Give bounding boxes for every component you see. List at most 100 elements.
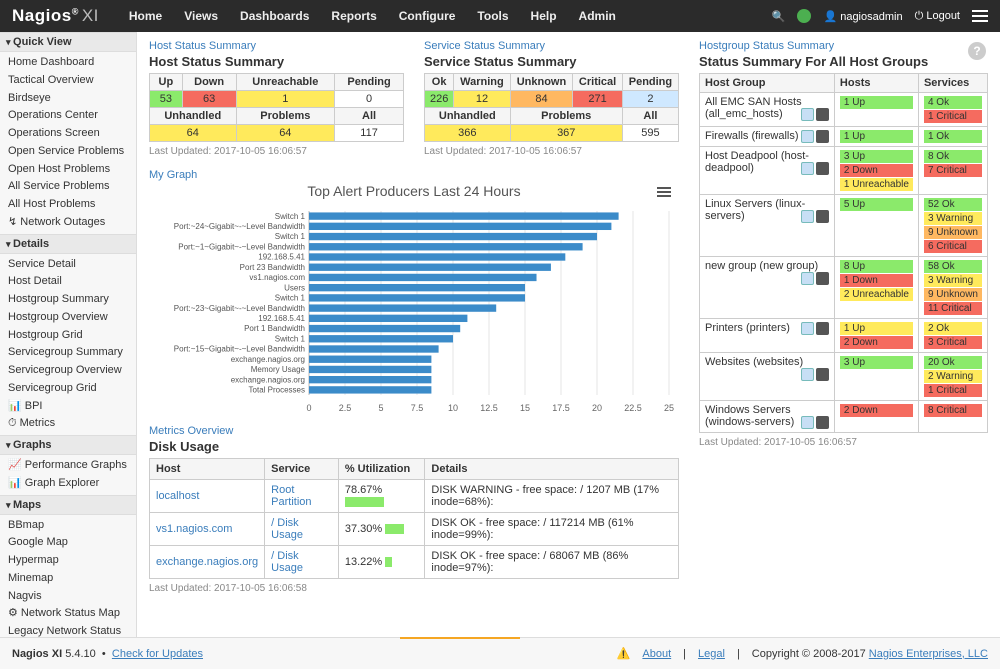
sidebar-item[interactable]: Birdseye bbox=[0, 90, 136, 108]
service-summary-link[interactable]: Service Status Summary bbox=[424, 40, 679, 52]
sidebar-item[interactable]: Nagvis bbox=[0, 588, 136, 606]
host-badge[interactable]: 1 Up bbox=[840, 130, 913, 143]
about-link[interactable]: About bbox=[642, 648, 671, 660]
nav-views[interactable]: Views bbox=[184, 9, 218, 23]
hostgroup-name[interactable]: Windows Servers (windows-servers) bbox=[700, 401, 835, 433]
host-badge[interactable]: 8 Up bbox=[840, 260, 913, 273]
service-badge[interactable]: 9 Unknown bbox=[924, 226, 982, 239]
bar[interactable] bbox=[309, 376, 431, 383]
service-badge[interactable]: 2 Warning bbox=[924, 370, 982, 383]
host-badge[interactable]: 3 Up bbox=[840, 150, 913, 163]
sidebar-item[interactable]: Host Detail bbox=[0, 273, 136, 291]
detail-icon[interactable] bbox=[816, 416, 829, 429]
sidebar-item[interactable]: Open Service Problems bbox=[0, 143, 136, 161]
company-link[interactable]: Nagios Enterprises, LLC bbox=[869, 648, 988, 660]
sidebar-item[interactable]: Hostgroup Summary bbox=[0, 291, 136, 309]
warning-icon[interactable]: ⚠️ bbox=[617, 647, 631, 660]
service-badge[interactable]: 6 Critical bbox=[924, 240, 982, 253]
bar[interactable] bbox=[309, 212, 619, 219]
bar[interactable] bbox=[309, 386, 431, 393]
logout-link[interactable]: ⏻ Logout bbox=[915, 10, 960, 23]
service-badge[interactable]: 1 Critical bbox=[924, 110, 982, 123]
nav-home[interactable]: Home bbox=[129, 9, 162, 23]
bar[interactable] bbox=[309, 243, 583, 250]
service-badge[interactable]: 3 Warning bbox=[924, 212, 982, 225]
sidebar-item[interactable]: 📈 Performance Graphs bbox=[0, 457, 136, 475]
bar[interactable] bbox=[309, 264, 551, 271]
st-cell[interactable]: 2 bbox=[622, 91, 678, 108]
service-badge[interactable]: 4 Ok bbox=[924, 96, 982, 109]
sidebar-item[interactable]: Home Dashboard bbox=[0, 54, 136, 72]
hostgroup-name[interactable]: Host Deadpool (host-deadpool) bbox=[700, 147, 835, 195]
service-badge[interactable]: 2 Ok bbox=[924, 322, 982, 335]
side-head-details[interactable]: Details bbox=[0, 234, 136, 254]
sidebar-item[interactable]: Hostgroup Grid bbox=[0, 327, 136, 345]
host-badge[interactable]: 1 Unreachable bbox=[840, 178, 913, 191]
sidebar-item[interactable]: Operations Center bbox=[0, 107, 136, 125]
sidebar-item[interactable]: 📊 Graph Explorer bbox=[0, 475, 136, 493]
bar[interactable] bbox=[309, 274, 537, 281]
logo[interactable]: Nagios®XI bbox=[12, 6, 99, 26]
detail-icon[interactable] bbox=[816, 130, 829, 143]
detail-icon[interactable] bbox=[816, 162, 829, 175]
status-ok-icon[interactable] bbox=[797, 9, 811, 23]
service-badge[interactable]: 11 Critical bbox=[924, 302, 982, 315]
sidebar-item[interactable]: Hypermap bbox=[0, 552, 136, 570]
side-head-quick-view[interactable]: Quick View bbox=[0, 32, 136, 52]
grid-icon[interactable] bbox=[801, 130, 814, 143]
hostgroup-name[interactable]: new group (new group) bbox=[700, 257, 835, 319]
detail-icon[interactable] bbox=[816, 368, 829, 381]
host-badge[interactable]: 2 Down bbox=[840, 164, 913, 177]
hostgroup-link[interactable]: Hostgroup Status Summary bbox=[699, 40, 988, 52]
nav-reports[interactable]: Reports bbox=[331, 9, 376, 23]
host-summary-link[interactable]: Host Status Summary bbox=[149, 40, 404, 52]
bar[interactable] bbox=[309, 335, 453, 342]
service-badge[interactable]: 3 Warning bbox=[924, 274, 982, 287]
detail-icon[interactable] bbox=[816, 272, 829, 285]
service-badge[interactable]: 1 Critical bbox=[924, 384, 982, 397]
detail-icon[interactable] bbox=[816, 322, 829, 335]
disk-host-link[interactable]: exchange.nagios.org bbox=[156, 556, 258, 568]
sidebar-item[interactable]: Servicegroup Summary bbox=[0, 344, 136, 362]
st-cell[interactable]: 63 bbox=[182, 91, 236, 108]
st-cell[interactable]: 12 bbox=[454, 91, 510, 108]
host-badge[interactable]: 1 Down bbox=[840, 274, 913, 287]
bar[interactable] bbox=[309, 253, 565, 260]
legal-link[interactable]: Legal bbox=[698, 648, 725, 660]
service-badge[interactable]: 8 Ok bbox=[924, 150, 982, 163]
bar[interactable] bbox=[309, 366, 431, 373]
bar[interactable] bbox=[309, 315, 467, 322]
st-cell[interactable]: 84 bbox=[510, 91, 573, 108]
nav-tools[interactable]: Tools bbox=[477, 9, 508, 23]
hostgroup-name[interactable]: Firewalls (firewalls) bbox=[700, 127, 835, 147]
st-cell[interactable]: 1 bbox=[236, 91, 335, 108]
sidebar-item[interactable]: ⏱ Metrics bbox=[0, 415, 136, 433]
hostgroup-name[interactable]: Printers (printers) bbox=[700, 319, 835, 353]
host-badge[interactable]: 2 Unreachable bbox=[840, 288, 913, 301]
sidebar-item[interactable]: All Service Problems bbox=[0, 178, 136, 196]
host-badge[interactable]: 3 Up bbox=[840, 356, 913, 369]
grid-icon[interactable] bbox=[801, 108, 814, 121]
nav-configure[interactable]: Configure bbox=[399, 9, 456, 23]
service-badge[interactable]: 1 Ok bbox=[924, 130, 982, 143]
service-badge[interactable]: 9 Unknown bbox=[924, 288, 982, 301]
chart-menu-icon[interactable] bbox=[657, 185, 671, 199]
grid-icon[interactable] bbox=[801, 272, 814, 285]
sidebar-item[interactable]: Google Map bbox=[0, 534, 136, 552]
st-cell[interactable]: 0 bbox=[335, 91, 404, 108]
grid-icon[interactable] bbox=[801, 210, 814, 223]
sidebar-item[interactable]: All Host Problems bbox=[0, 196, 136, 214]
detail-icon[interactable] bbox=[816, 108, 829, 121]
sidebar-item[interactable]: ⚙ Network Status Map bbox=[0, 605, 136, 623]
sidebar-item[interactable]: Minemap bbox=[0, 570, 136, 588]
sidebar-item[interactable]: Servicegroup Overview bbox=[0, 362, 136, 380]
host-badge[interactable]: 5 Up bbox=[840, 198, 913, 211]
service-badge[interactable]: 52 Ok bbox=[924, 198, 982, 211]
grid-icon[interactable] bbox=[801, 368, 814, 381]
menu-icon[interactable] bbox=[972, 10, 988, 22]
sidebar-item[interactable]: Service Detail bbox=[0, 256, 136, 274]
side-head-maps[interactable]: Maps bbox=[0, 495, 136, 515]
service-badge[interactable]: 3 Critical bbox=[924, 336, 982, 349]
side-head-graphs[interactable]: Graphs bbox=[0, 435, 136, 455]
disk-service-link[interactable]: Root Partition bbox=[271, 484, 311, 508]
